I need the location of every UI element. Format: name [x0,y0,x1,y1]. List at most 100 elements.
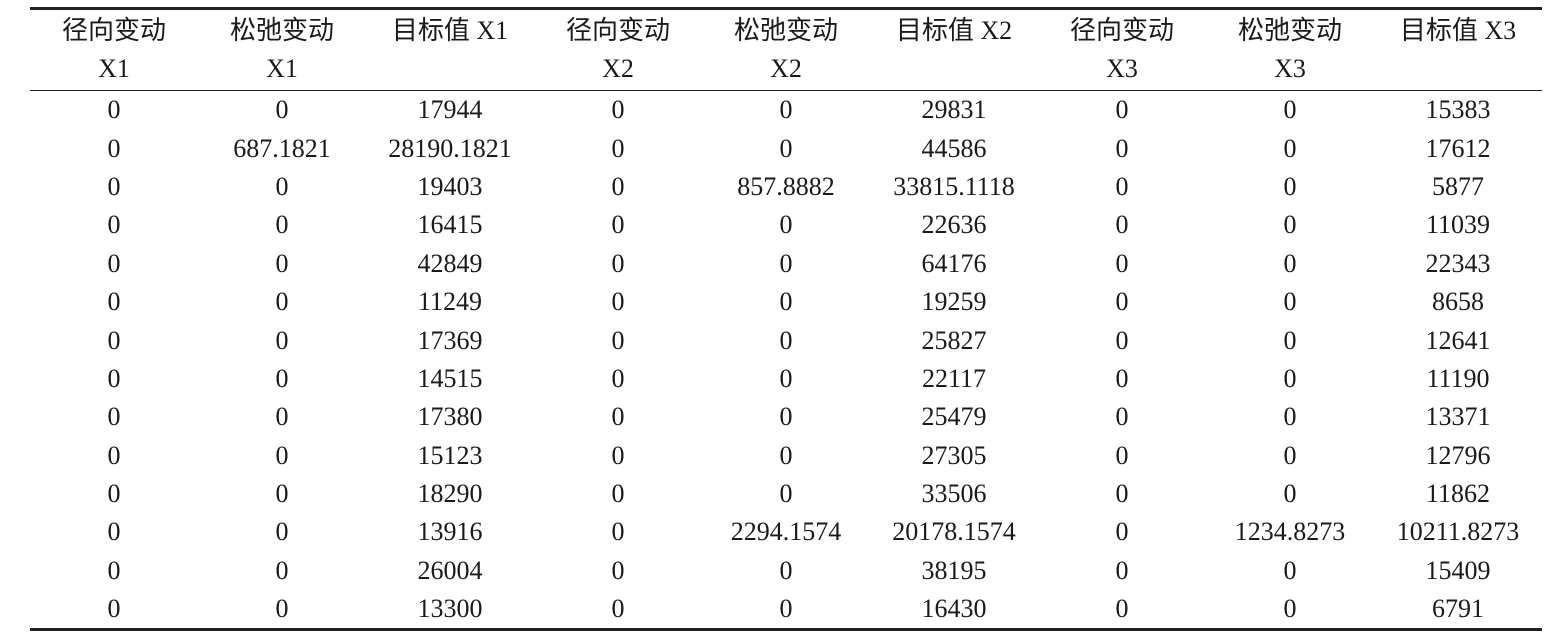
table-cell: 0 [1283,479,1297,509]
table-row: 0 0 17380 0 0 25479 0 0 13371 [30,398,1542,436]
table-cell: 10211.8273 [1396,517,1520,547]
table-cell: 0 [107,594,121,624]
table-cell: 14515 [417,363,483,393]
table-cell: 19259 [921,287,987,317]
table-cell: 27305 [921,440,987,470]
header-cell: 松弛变动 X2 [702,8,870,91]
table-cell: 0 [107,287,121,317]
table-cell: 0 [275,517,289,547]
table-body: 0 0 17944 0 0 29831 0 0 15383 0 687.1821 28190.1821… [30,91,1542,630]
table-row: 0 0 11249 0 0 19259 0 0 8658 [30,283,1542,321]
table-cell: 0 [1115,517,1129,547]
table-cell: 0 [107,95,121,125]
table-row: 0 0 14515 0 0 22117 0 0 11190 [30,360,1542,398]
table-row: 0 0 19403 0 857.8882 33815.1118 0 0 5877 [30,168,1542,206]
table-cell: 0 [1115,555,1129,585]
table-cell: 0 [1283,171,1297,201]
table-cell: 0 [779,287,793,317]
table-row: 0 0 17369 0 0 25827 0 0 12641 [30,321,1542,359]
table-cell: 28190.1821 [388,133,512,163]
table-cell: 25479 [921,402,987,432]
table-row: 0 0 13916 0 2294.1574 20178.1574 0 1234.8273 102… [30,513,1542,551]
table-header: 径向变动 X1 松弛变动 X1 目标值 X1 径向变动 X2 松弛变动 X2 目标值 X2 径向变动… [30,8,1542,91]
header-line: 松弛变动 [229,16,334,45]
header-line: 径向变动 [61,16,166,45]
table-cell: 0 [1283,555,1297,585]
table-cell: 15409 [1425,555,1491,585]
table-cell: 0 [275,95,289,125]
table-cell: 0 [275,171,289,201]
table-cell: 0 [779,325,793,355]
table-cell: 11249 [417,287,483,317]
table-cell: 0 [107,171,121,201]
table-cell: 0 [611,171,625,201]
table-cell: 18290 [417,479,483,509]
table-cell: 0 [1283,210,1297,240]
table-row: 0 0 26004 0 0 38195 0 0 15409 [30,552,1542,590]
header-cell: 目标值 X1 [366,8,534,91]
table-cell: 13371 [1425,402,1491,432]
table-cell: 0 [611,133,625,163]
table-cell: 33815.1118 [893,171,1015,201]
header-cell: 松弛变动 X3 [1206,8,1374,91]
table-cell: 0 [275,325,289,355]
table-cell: 13300 [417,594,483,624]
table-cell: 15123 [417,440,483,470]
header-line: X3 [1274,54,1306,83]
table-cell: 16415 [417,210,483,240]
header-line: 径向变动 [1069,16,1174,45]
table-cell: 0 [611,363,625,393]
table-cell: 0 [779,133,793,163]
table-cell: 0 [611,555,625,585]
table-cell: 0 [275,440,289,470]
table-cell: 5877 [1432,171,1484,201]
header-line: 径向变动 [565,16,670,45]
table-cell: 0 [107,517,121,547]
table-cell: 0 [275,555,289,585]
table-cell: 0 [107,479,121,509]
table-cell: 0 [611,402,625,432]
header-line: X3 [1106,54,1138,83]
table-cell: 0 [1283,95,1297,125]
table-cell: 11190 [1426,363,1490,393]
table-row: 0 0 18290 0 0 33506 0 0 11862 [30,475,1542,513]
table-row: 0 0 42849 0 0 64176 0 0 22343 [30,245,1542,283]
table-cell: 0 [1283,325,1297,355]
table-cell: 64176 [921,248,987,278]
table-cell: 0 [1283,440,1297,470]
table-cell: 0 [107,555,121,585]
table-cell: 0 [779,594,793,624]
table-cell: 0 [107,363,121,393]
table-cell: 0 [1115,479,1129,509]
table-cell: 0 [779,363,793,393]
table-cell: 0 [1283,402,1297,432]
table-cell: 33506 [921,479,987,509]
header-cell: 径向变动 X2 [534,8,702,91]
table-cell: 17944 [417,95,483,125]
table-cell: 0 [275,594,289,624]
table-cell: 0 [275,248,289,278]
header-line: X2 [602,54,634,83]
table-cell: 1234.8273 [1234,517,1346,547]
table-cell: 0 [611,479,625,509]
table-row: 0 0 16415 0 0 22636 0 0 11039 [30,206,1542,244]
table-cell: 44586 [921,133,987,163]
table-cell: 0 [611,594,625,624]
table-cell: 0 [275,210,289,240]
table-cell: 0 [611,210,625,240]
table-cell: 15383 [1425,95,1491,125]
table-cell: 17612 [1425,133,1491,163]
data-table: 径向变动 X1 松弛变动 X1 目标值 X1 径向变动 X2 松弛变动 X2 目标值 X2 径向变动… [30,7,1542,632]
table-cell: 38195 [921,555,987,585]
table-cell: 0 [1115,171,1129,201]
table-cell: 22636 [921,210,987,240]
header-line: X2 [770,54,802,83]
table-cell: 0 [1115,363,1129,393]
table-cell: 0 [1115,325,1129,355]
header-line: 松弛变动 [733,16,838,45]
table-row: 0 687.1821 28190.1821 0 0 44586 0 0 17612 [30,129,1542,167]
table-cell: 0 [779,402,793,432]
table-cell: 0 [1115,440,1129,470]
table-cell: 0 [275,363,289,393]
